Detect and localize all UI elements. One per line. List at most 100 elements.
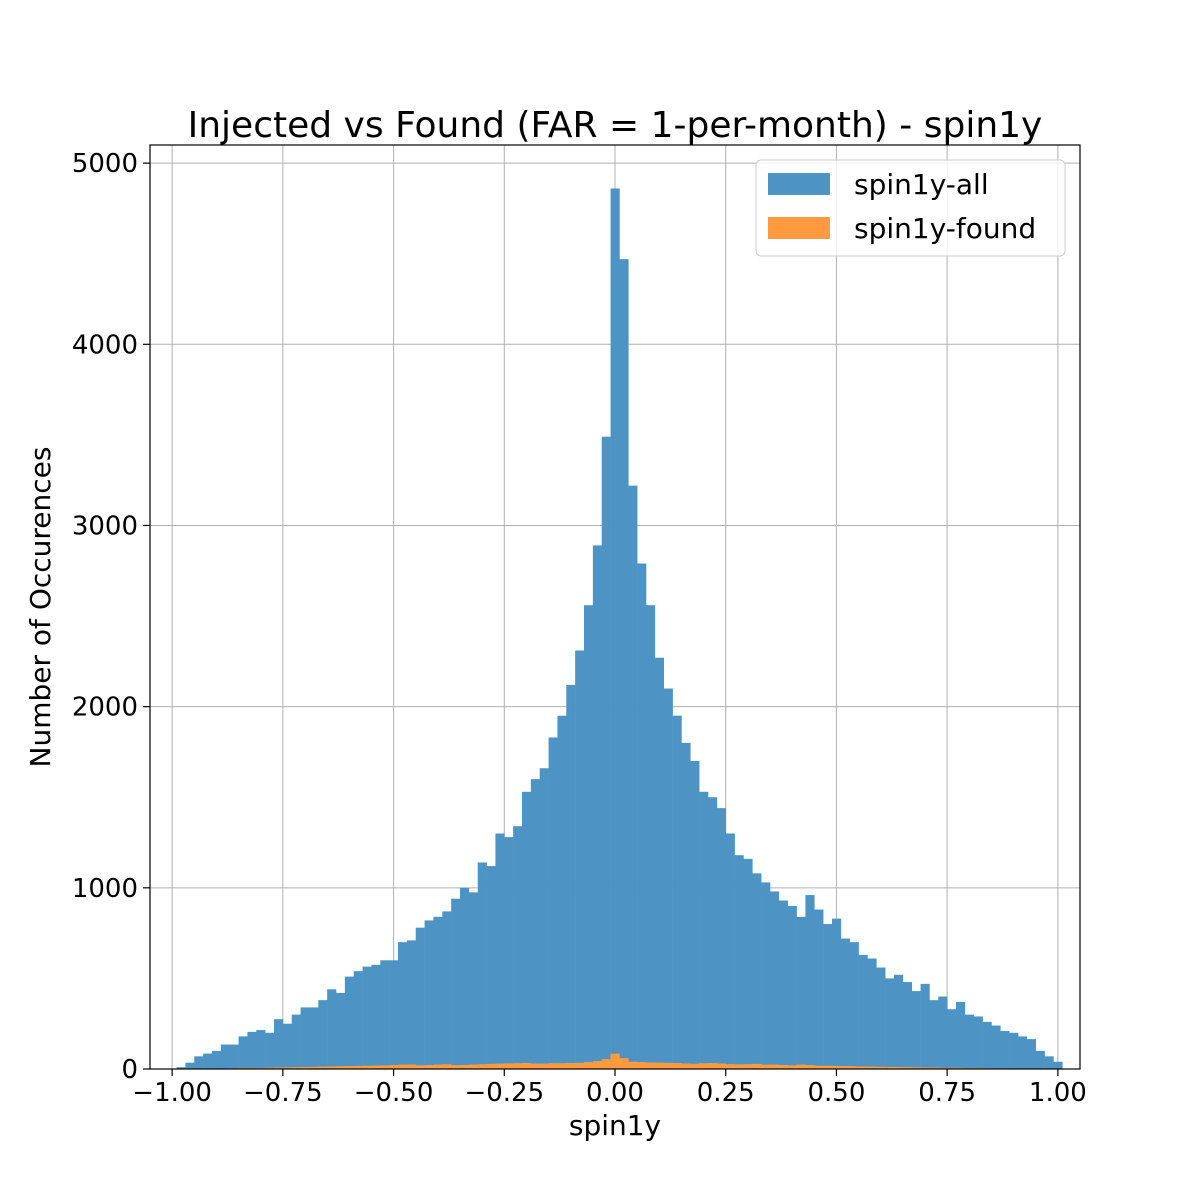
histogram-bar [716, 808, 727, 1069]
histogram-bar [876, 1066, 886, 1069]
histogram-bar [495, 1063, 505, 1069]
histogram-bar [805, 1065, 815, 1069]
y-tick-label: 2000 [72, 693, 138, 723]
histogram-bar [708, 1063, 718, 1069]
histogram-bar [442, 1064, 452, 1069]
histogram-bar [185, 1062, 195, 1069]
histogram-bar [823, 1065, 833, 1069]
histogram-bar [592, 1061, 603, 1069]
histogram-bar [344, 1066, 355, 1069]
histogram-bar [840, 938, 851, 1069]
histogram-bar [716, 1063, 727, 1069]
histogram-bar [982, 1021, 992, 1069]
histogram-bar [389, 960, 399, 1069]
histogram-bar [371, 1065, 381, 1069]
histogram-bar [256, 1030, 266, 1069]
histogram-bar [380, 1065, 390, 1069]
histogram-bar [787, 905, 797, 1069]
histogram-bar [690, 761, 700, 1069]
histogram-bar [451, 1065, 461, 1069]
legend-label-all: spin1y-all [854, 168, 989, 201]
histogram-bar [1035, 1050, 1045, 1069]
histogram-bar [725, 1064, 735, 1069]
histogram-bar [486, 1063, 496, 1069]
histogram-bar [477, 1064, 487, 1069]
histogram-bar [309, 1066, 319, 1069]
histogram-bar [495, 833, 505, 1069]
histogram-bar [911, 991, 921, 1069]
histogram-bar [734, 855, 744, 1069]
x-tick-label: −1.00 [132, 1078, 212, 1108]
x-tick-label: 0.75 [918, 1078, 976, 1108]
histogram-bar [938, 1067, 948, 1069]
histogram-bar [743, 858, 753, 1069]
histogram-bar [699, 791, 709, 1069]
histogram-bar [867, 1066, 877, 1069]
histogram-bar [247, 1031, 257, 1069]
x-tick-label: 0.50 [807, 1078, 865, 1108]
histogram-bar [398, 1064, 408, 1069]
histogram-bar [309, 1007, 319, 1069]
histogram-bar [282, 1023, 293, 1069]
tick-labels: −1.00 −0.75 −0.50 −0.25 0.00 0.25 0.50 0.75 1.00… [72, 149, 1087, 1108]
histogram-bar [1018, 1036, 1028, 1069]
histogram-bar [663, 1062, 673, 1069]
y-axis-label: Number of Occurences [24, 447, 57, 768]
histogram-bar [601, 436, 611, 1070]
histogram-bar [468, 1064, 479, 1069]
histogram-bar [584, 605, 594, 1069]
histogram-bar [530, 779, 541, 1069]
histogram-bar [619, 1058, 629, 1069]
histogram-bar [761, 1064, 771, 1069]
x-tick-label: −0.75 [243, 1078, 323, 1108]
histogram-bar [318, 1000, 328, 1069]
histogram-bar [229, 1044, 239, 1069]
histogram-bar [628, 1061, 638, 1069]
histogram-bar [513, 826, 523, 1069]
histogram-bar [291, 1014, 301, 1069]
histogram-bar [362, 966, 372, 1069]
series-spin1y-found [185, 1053, 1054, 1069]
histogram-bar [929, 1000, 939, 1069]
histogram-bar [212, 1050, 222, 1069]
histogram-bar [1009, 1032, 1019, 1069]
histogram-bar [654, 1062, 665, 1069]
bars [176, 188, 1063, 1070]
histogram-bar [823, 924, 833, 1069]
histogram-bar [424, 920, 434, 1069]
histogram-bar [389, 1065, 399, 1069]
histogram-bar [176, 1067, 186, 1069]
histogram-bar [637, 1062, 647, 1069]
histogram-bar [938, 996, 948, 1069]
histogram-bar [584, 1062, 594, 1069]
histogram-bar [566, 1063, 576, 1069]
histogram-bar [929, 1067, 939, 1069]
histogram-bar [291, 1067, 301, 1069]
histogram-bar [956, 1001, 966, 1069]
histogram-bar [539, 1063, 549, 1069]
histogram-bar [991, 1025, 1001, 1069]
histogram-bar [787, 1065, 797, 1069]
histogram-bar [238, 1036, 248, 1069]
histogram-bar [637, 563, 647, 1069]
histogram-bar [911, 1067, 921, 1069]
histogram-bar [885, 978, 895, 1069]
histogram-bar [442, 911, 452, 1069]
histogram-bar [274, 1019, 284, 1069]
histogram-bar [681, 742, 691, 1069]
histogram-bar [920, 1067, 930, 1069]
histogram-bar [619, 259, 629, 1069]
y-tick-label: 0 [121, 1055, 138, 1085]
histogram-bar [344, 976, 355, 1069]
y-tick-label: 5000 [72, 149, 138, 179]
x-tick-label: 1.00 [1029, 1078, 1087, 1108]
histogram-bar [406, 1064, 417, 1069]
histogram-bar [646, 605, 656, 1069]
histogram-bar [530, 1063, 541, 1069]
histogram-bar [1026, 1039, 1037, 1069]
histogram-bar [504, 837, 514, 1069]
histogram-bar [486, 866, 496, 1069]
histogram-bar [690, 1063, 700, 1069]
histogram-bar [725, 833, 735, 1069]
histogram-bar [663, 688, 673, 1069]
